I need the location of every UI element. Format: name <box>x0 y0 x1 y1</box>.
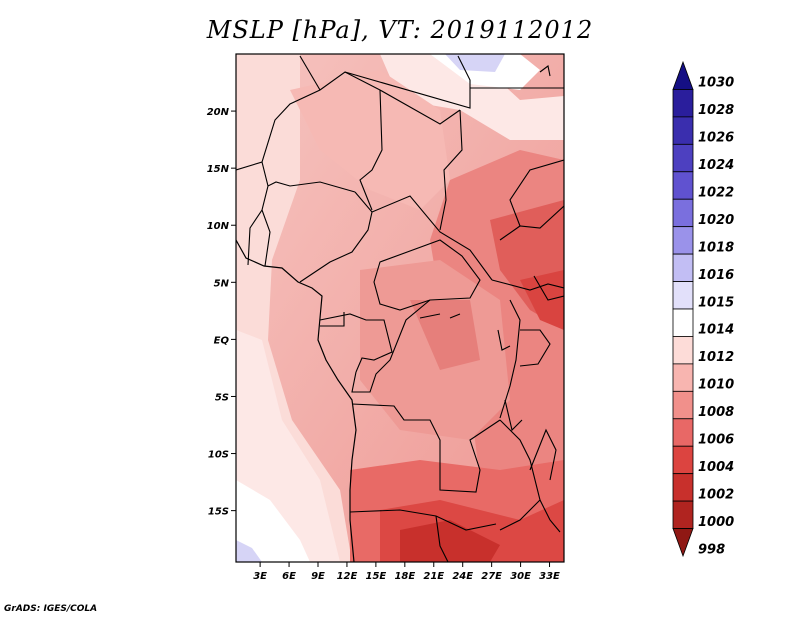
colorbar-segment <box>672 143 694 173</box>
lat-tick-label: 15N <box>207 164 230 175</box>
lon-tick-label: 15E <box>366 571 387 582</box>
lat-tick-label: 10N <box>207 221 230 232</box>
lat-tick-label: EQ <box>214 335 230 346</box>
colorbar-segment <box>672 89 694 118</box>
colorbar-label: 1004 <box>698 460 734 475</box>
lon-tick-label: 9E <box>311 571 325 582</box>
lat-tick-label: 5N <box>214 278 230 289</box>
colorbar-label: 1022 <box>698 185 734 200</box>
map-title: MSLP [hPa], VT: 2019112012 <box>206 16 594 44</box>
colorbar-label: 1002 <box>698 487 734 502</box>
colorbar-segment <box>672 253 694 282</box>
colorbar-label: 1018 <box>698 240 734 255</box>
colorbar-segment <box>672 528 694 558</box>
map-frame <box>235 53 565 563</box>
colorbar: 1030 1028 1026 1024 1022 1020 1018 1016 1015 1014… <box>672 60 734 558</box>
lat-tick-label: 5S <box>215 392 229 403</box>
latitude-axis: 20N 15N 10N 5N EQ 5S 10S 15S <box>207 107 236 518</box>
colorbar-label: 1012 <box>698 350 734 365</box>
colorbar-label: 1015 <box>698 295 734 310</box>
colorbar-label: 1028 <box>698 103 734 118</box>
lon-tick-label: 24E <box>452 571 473 582</box>
lon-tick-label: 18E <box>394 571 415 582</box>
lon-tick-label: 3E <box>253 571 267 582</box>
lon-tick-label: 27E <box>481 571 502 582</box>
pressure-field <box>236 54 564 562</box>
lon-tick-label: 33E <box>539 571 560 582</box>
colorbar-segment <box>672 226 694 255</box>
colorbar-label: 998 <box>698 542 725 557</box>
colorbar-label: 1014 <box>698 323 734 338</box>
lat-tick-label: 15S <box>208 507 229 518</box>
colorbar-segment <box>672 281 694 310</box>
colorbar-segment <box>672 116 694 145</box>
colorbar-segment <box>672 60 694 90</box>
colorbar-label: 1008 <box>698 405 734 420</box>
credit-text: GrADS: IGES/COLA <box>4 604 98 614</box>
colorbar-segment <box>672 198 694 228</box>
colorbar-label: 1026 <box>698 131 734 146</box>
longitude-axis: 3E 6E 9E 12E 15E 18E 21E 24E 27E 30E 33E <box>253 562 560 582</box>
colorbar-label: 1010 <box>698 378 734 393</box>
colorbar-segment <box>672 500 694 529</box>
colorbar-label: 1020 <box>698 213 734 228</box>
colorbar-segment <box>672 445 694 475</box>
colorbar-label: 1000 <box>698 515 734 530</box>
colorbar-label: 1006 <box>698 432 734 447</box>
lon-tick-label: 12E <box>337 571 358 582</box>
colorbar-label: 1030 <box>698 76 734 91</box>
colorbar-segment <box>672 363 694 392</box>
colorbar-segment <box>672 308 694 337</box>
colorbar-segment <box>672 418 694 447</box>
colorbar-segment <box>672 336 694 365</box>
colorbar-segment <box>672 390 694 420</box>
colorbar-segment <box>672 171 694 200</box>
coastline <box>236 239 357 562</box>
colorbar-label: 1024 <box>698 158 734 173</box>
lon-tick-label: 6E <box>282 571 296 582</box>
colorbar-segment <box>672 473 694 502</box>
country-borders <box>236 55 564 562</box>
lat-tick-label: 20N <box>207 107 230 118</box>
lat-tick-label: 10S <box>208 450 229 461</box>
colorbar-label: 1016 <box>698 268 734 283</box>
lon-tick-label: 30E <box>510 571 531 582</box>
lon-tick-label: 21E <box>423 571 444 582</box>
